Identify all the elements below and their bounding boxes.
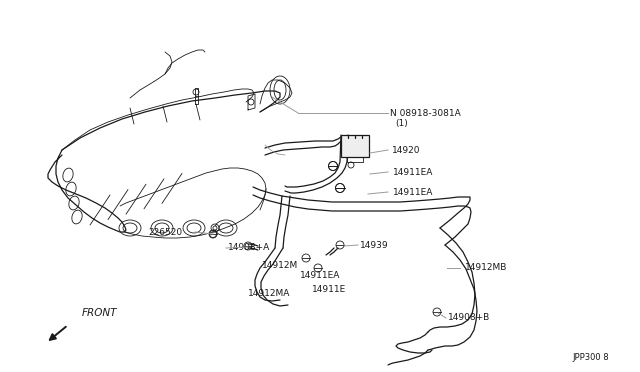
Text: 14908+A: 14908+A xyxy=(228,244,270,253)
Text: 14911E: 14911E xyxy=(312,285,346,294)
Bar xyxy=(341,135,369,157)
Text: 14912M: 14912M xyxy=(262,262,298,270)
Text: 14908+B: 14908+B xyxy=(448,314,490,323)
Text: 14912MB: 14912MB xyxy=(465,263,508,273)
Text: 14911EA: 14911EA xyxy=(393,187,433,196)
Text: 14912MA: 14912MA xyxy=(248,289,291,298)
Text: FRONT: FRONT xyxy=(82,308,118,318)
Text: 14939: 14939 xyxy=(360,241,388,250)
Text: 14911EA: 14911EA xyxy=(300,272,340,280)
Circle shape xyxy=(213,226,217,230)
Text: 14920: 14920 xyxy=(392,145,420,154)
Text: N 08918-3081A: N 08918-3081A xyxy=(390,109,461,118)
Text: (1): (1) xyxy=(395,119,408,128)
Text: JPP300 8: JPP300 8 xyxy=(572,353,609,362)
Text: 226520: 226520 xyxy=(148,228,182,237)
Text: 14911EA: 14911EA xyxy=(393,167,433,176)
